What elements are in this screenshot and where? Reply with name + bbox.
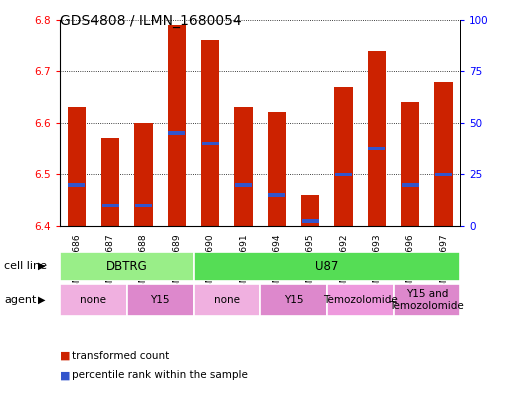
Bar <box>127 284 194 316</box>
Text: Y15: Y15 <box>151 295 170 305</box>
Bar <box>235 183 252 187</box>
Bar <box>268 112 286 226</box>
Bar <box>334 87 353 226</box>
Bar <box>168 25 186 226</box>
Text: none: none <box>214 295 240 305</box>
Text: ▶: ▶ <box>38 295 46 305</box>
Bar <box>268 193 286 197</box>
Text: Y15: Y15 <box>284 295 303 305</box>
Bar <box>201 40 219 226</box>
Text: Temozolomide: Temozolomide <box>323 295 397 305</box>
Text: transformed count: transformed count <box>72 351 169 361</box>
Bar <box>368 147 385 151</box>
Text: ■: ■ <box>60 351 71 361</box>
Bar <box>394 284 460 316</box>
Text: U87: U87 <box>315 260 338 273</box>
Bar <box>101 138 119 226</box>
Bar <box>335 173 352 176</box>
Bar <box>368 51 386 226</box>
Bar <box>435 82 453 226</box>
Bar <box>60 252 194 281</box>
Text: agent: agent <box>4 295 37 305</box>
Text: cell line: cell line <box>4 261 47 271</box>
Bar <box>260 284 327 316</box>
Bar <box>67 107 86 226</box>
Bar <box>234 107 253 226</box>
Bar <box>194 252 460 281</box>
Bar <box>327 284 393 316</box>
Text: ■: ■ <box>60 370 71 380</box>
Bar <box>194 284 260 316</box>
Bar <box>60 284 127 316</box>
Text: GDS4808 / ILMN_1680054: GDS4808 / ILMN_1680054 <box>60 14 242 28</box>
Bar <box>134 123 153 226</box>
Bar <box>69 183 85 187</box>
Bar <box>301 195 320 226</box>
Text: none: none <box>81 295 107 305</box>
Text: ▶: ▶ <box>38 261 46 271</box>
Bar <box>168 131 185 135</box>
Bar <box>401 102 419 226</box>
Bar <box>302 219 319 222</box>
Text: Y15 and
Temozolomide: Y15 and Temozolomide <box>390 290 464 311</box>
Bar <box>202 141 219 145</box>
Text: percentile rank within the sample: percentile rank within the sample <box>72 370 247 380</box>
Bar <box>435 173 452 176</box>
Bar <box>402 183 419 187</box>
Text: DBTRG: DBTRG <box>106 260 147 273</box>
Bar <box>135 204 152 207</box>
Bar <box>101 204 119 207</box>
